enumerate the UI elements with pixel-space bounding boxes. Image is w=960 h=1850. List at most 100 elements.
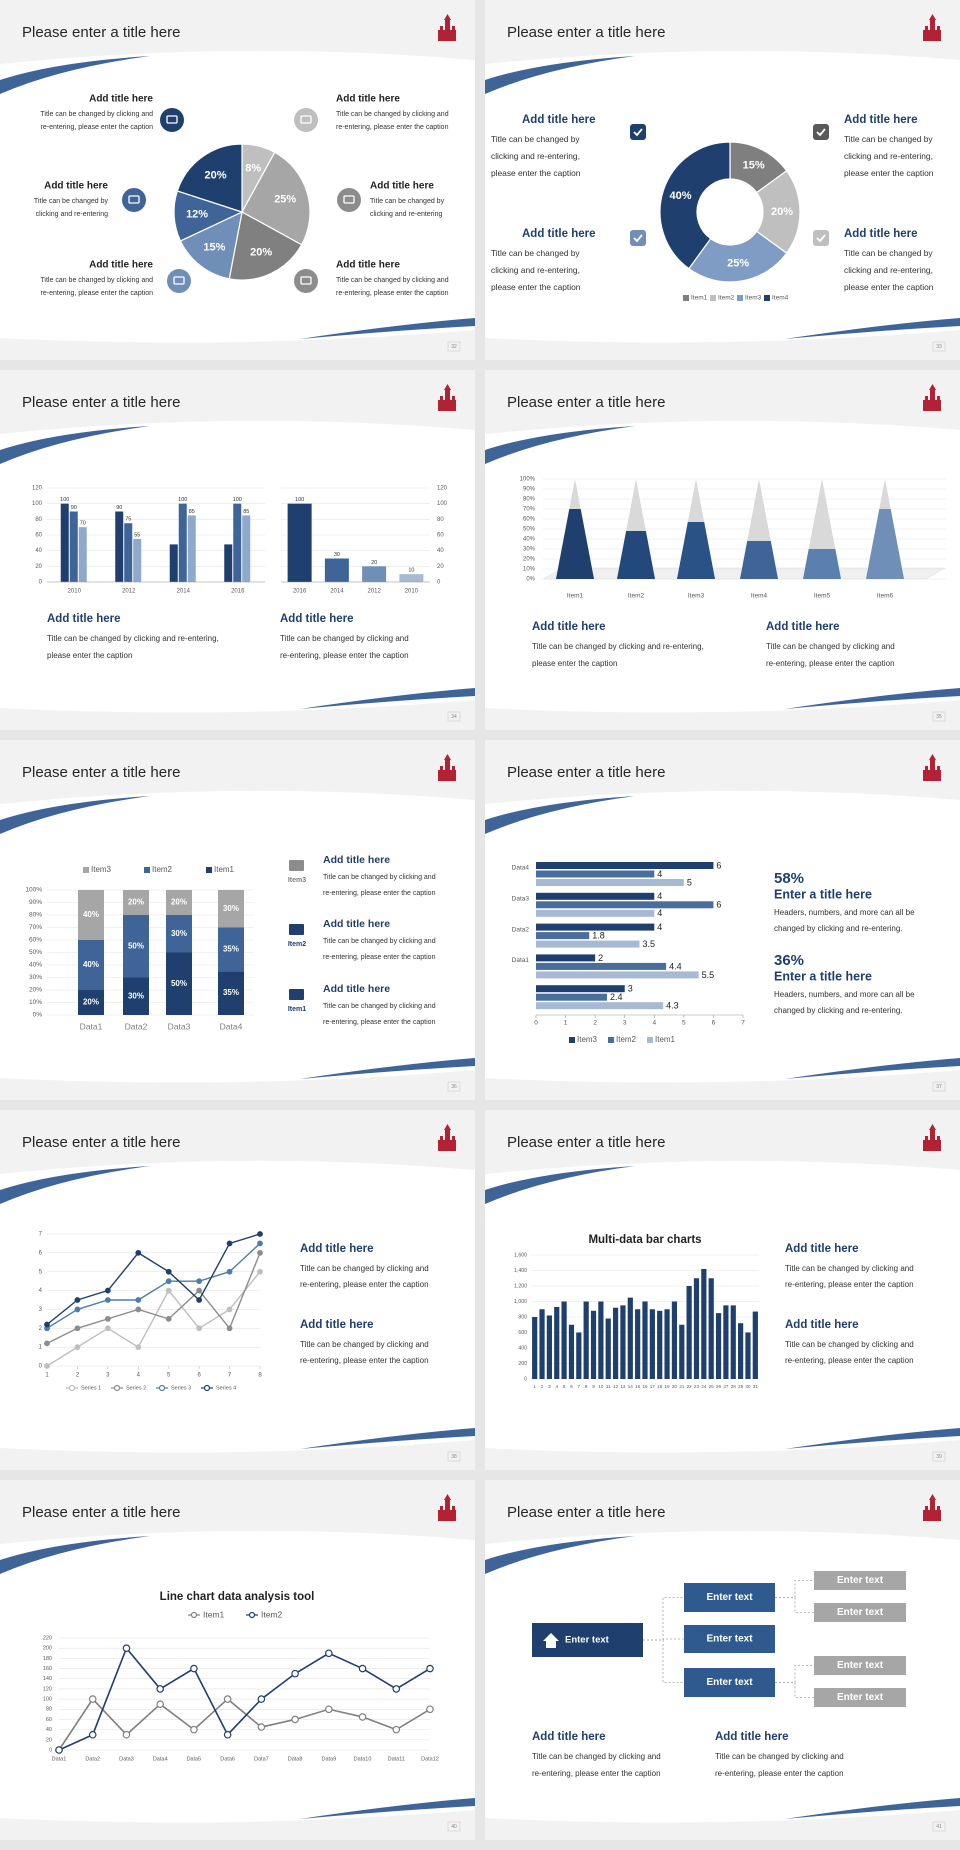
bar [187, 515, 196, 582]
legend-label: Item2 [152, 865, 173, 874]
point [104, 1287, 111, 1294]
logo-part [444, 384, 451, 390]
logo-part [438, 1140, 456, 1151]
y-tick-label: 120 [43, 1686, 52, 1692]
y-tick-label: 50% [523, 527, 536, 533]
block-caption: re-entering, please enter the caption [336, 290, 449, 297]
page-number-box [447, 1821, 461, 1832]
block-caption: Title can be changed by clicking and re-… [47, 634, 219, 643]
y-tick-label: 80 [437, 517, 444, 523]
bar [693, 1278, 700, 1379]
x-tick-label: 1 [533, 1384, 536, 1389]
legend-label: Item3 [577, 1035, 598, 1044]
swoosh [300, 1058, 475, 1079]
slice-label: 15% [203, 241, 225, 253]
logo-part [937, 26, 940, 31]
branch-label: Enter text [706, 1677, 753, 1688]
x-tick-label: 31 [753, 1384, 759, 1389]
bar [224, 544, 233, 582]
x-tick-label: 6 [197, 1373, 201, 1379]
icon [167, 269, 191, 293]
x-tick-label: Data2 [85, 1756, 100, 1762]
y-tick-label: 10% [523, 567, 536, 573]
y-tick-label: 6 [39, 1250, 43, 1256]
slice-label: 25% [727, 257, 749, 269]
series-line [58, 1697, 431, 1751]
logo-part [937, 766, 940, 771]
logo-part [929, 1494, 936, 1500]
block-caption: please enter the caption [47, 651, 132, 660]
swoosh [300, 1428, 475, 1449]
slice-label: 12% [186, 209, 208, 221]
value-label: 30 [334, 552, 340, 558]
bar [701, 1268, 707, 1379]
legend-label: Item3 [91, 865, 112, 874]
slide-body [0, 1160, 475, 1453]
x-tick-label: 2 [541, 1384, 544, 1389]
bar-segment [218, 890, 244, 928]
block-heading: Add title here [300, 1319, 373, 1331]
legend-swatch [737, 295, 743, 301]
block-caption: Title can be changed by clicking and [336, 111, 449, 118]
legend-label: Item2 [261, 1609, 283, 1619]
y-tick-label: 20 [437, 564, 444, 570]
y-tick-label: 0 [49, 1747, 52, 1753]
x-tick-label: 2 [593, 1020, 597, 1027]
slide: Please enter a title here 35 0% 10% 20% 30% 40… [485, 370, 960, 730]
point [88, 1730, 97, 1739]
bar [536, 993, 607, 1001]
leaf-label: Enter text [837, 1692, 884, 1703]
bar-segment [166, 915, 192, 953]
y-tick-label: 7 [39, 1232, 43, 1238]
logo-part [444, 1124, 451, 1130]
page-number-box [932, 1081, 946, 1092]
block-caption: Title can be changed by clicking and [300, 1340, 429, 1349]
point [392, 1685, 401, 1693]
logo-part [438, 1510, 456, 1521]
slice-label: 25% [274, 193, 296, 205]
legend-label: Series 1 [81, 1385, 101, 1391]
x-tick-label: Data1 [80, 1021, 103, 1031]
logo-part [440, 396, 443, 401]
y-tick-label: 800 [518, 1314, 527, 1320]
slide-title: Please enter a title here [22, 24, 180, 41]
connector [775, 1682, 814, 1698]
y-tick-label: 120 [437, 486, 448, 492]
y-tick-label: 1,600 [514, 1252, 527, 1258]
x-tick-label: Data7 [254, 1756, 269, 1762]
bar [730, 1305, 736, 1379]
x-tick-label: 7 [578, 1384, 581, 1389]
block-caption: please enter the caption [844, 168, 934, 178]
logo-part [925, 396, 928, 401]
x-tick-label: 6 [712, 1020, 716, 1027]
stat-value: 36% [774, 952, 804, 969]
logo-part [438, 30, 456, 41]
slide-body [0, 1530, 475, 1823]
y-tick-label: 0 [524, 1376, 527, 1382]
block-heading: Enter a title here [774, 969, 872, 983]
x-tick-label: Data8 [288, 1756, 303, 1762]
x-tick-label: Data4 [153, 1756, 168, 1762]
x-tick-label: 26 [716, 1384, 722, 1389]
page-number-box [447, 711, 461, 722]
y-tick-label: 200 [43, 1646, 52, 1652]
x-tick-label: 27 [723, 1384, 729, 1389]
logo-part [929, 14, 936, 20]
y-tick-label: 2 [39, 1326, 43, 1332]
x-tick-label: 9 [592, 1384, 595, 1389]
block-caption: re-entering, please enter the caption [41, 124, 154, 131]
value-label: 10 [408, 568, 414, 574]
bar [399, 574, 424, 582]
page-number-box [447, 1081, 461, 1092]
y-tick-label: 600 [518, 1330, 527, 1336]
bar [124, 523, 133, 582]
x-tick-label: 2 [76, 1373, 80, 1379]
block-heading: Add title here [336, 94, 400, 105]
x-tick-label: Data6 [220, 1756, 235, 1762]
y-tick-label: 20% [523, 557, 536, 563]
x-tick-label: Data1 [52, 1756, 67, 1762]
y-tick-label: 60% [29, 937, 42, 944]
cone-fill [677, 522, 715, 579]
point [257, 1249, 263, 1256]
y-tick-label: 220 [43, 1635, 52, 1641]
